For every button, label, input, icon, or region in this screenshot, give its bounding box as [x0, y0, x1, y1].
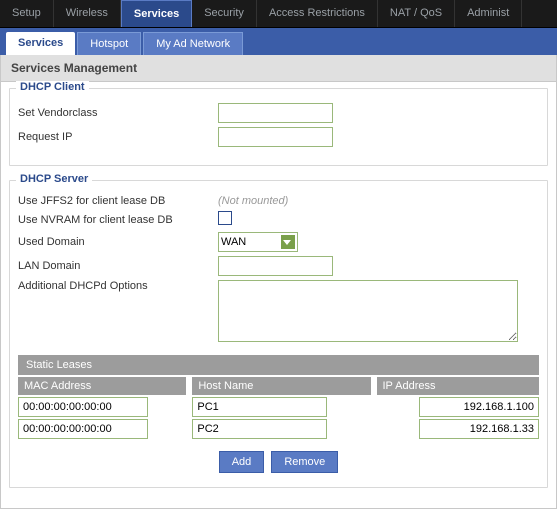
- lease-host-input[interactable]: [192, 397, 327, 417]
- vendorclass-label: Set Vendorclass: [18, 107, 218, 119]
- lease-buttons: Add Remove: [18, 451, 539, 473]
- col-ip: IP Address: [377, 377, 540, 395]
- tab-nat-qos[interactable]: NAT / QoS: [378, 0, 455, 27]
- remove-button[interactable]: Remove: [271, 451, 338, 473]
- subtab-my-ad-network[interactable]: My Ad Network: [143, 32, 243, 55]
- nvram-label: Use NVRAM for client lease DB: [18, 214, 218, 226]
- page-title: Services Management: [1, 55, 556, 82]
- dhcp-server-section: DHCP Server Use JFFS2 for client lease D…: [9, 180, 548, 488]
- col-host: Host Name: [192, 377, 370, 395]
- top-nav: Setup Wireless Services Security Access …: [0, 0, 557, 28]
- addl-opts-label: Additional DHCPd Options: [18, 280, 218, 292]
- used-domain-select[interactable]: WAN: [218, 232, 298, 252]
- add-button[interactable]: Add: [219, 451, 265, 473]
- lan-domain-label: LAN Domain: [18, 260, 218, 272]
- dhcp-client-section: DHCP Client Set Vendorclass Request IP: [9, 88, 548, 166]
- request-ip-label: Request IP: [18, 131, 218, 143]
- lease-row: [18, 419, 539, 439]
- subtab-hotspot[interactable]: Hotspot: [77, 32, 141, 55]
- static-leases-columns: MAC Address Host Name IP Address: [18, 377, 539, 395]
- nvram-checkbox[interactable]: [218, 211, 232, 225]
- request-ip-input[interactable]: [218, 127, 333, 147]
- dhcp-client-title: DHCP Client: [16, 81, 89, 93]
- vendorclass-input[interactable]: [218, 103, 333, 123]
- lease-ip-input[interactable]: [419, 397, 539, 417]
- sub-nav: Services Hotspot My Ad Network: [0, 28, 557, 55]
- col-mac: MAC Address: [18, 377, 186, 395]
- tab-access-restrictions[interactable]: Access Restrictions: [257, 0, 378, 27]
- addl-opts-textarea[interactable]: [218, 280, 518, 342]
- subtab-services[interactable]: Services: [6, 32, 75, 55]
- lan-domain-input[interactable]: [218, 256, 333, 276]
- tab-setup[interactable]: Setup: [0, 0, 54, 27]
- tab-services[interactable]: Services: [121, 0, 192, 27]
- jffs2-label: Use JFFS2 for client lease DB: [18, 195, 218, 207]
- lease-ip-input[interactable]: [419, 419, 539, 439]
- dhcp-server-title: DHCP Server: [16, 173, 92, 185]
- lease-mac-input[interactable]: [18, 419, 148, 439]
- content: DHCP Client Set Vendorclass Request IP D…: [1, 82, 556, 508]
- used-domain-label: Used Domain: [18, 236, 218, 248]
- tab-security[interactable]: Security: [192, 0, 257, 27]
- static-leases-header: Static Leases: [18, 355, 539, 375]
- lease-mac-input[interactable]: [18, 397, 148, 417]
- lease-host-input[interactable]: [192, 419, 327, 439]
- tab-admin[interactable]: Administ: [455, 0, 522, 27]
- jffs2-status: (Not mounted): [218, 195, 288, 207]
- lease-row: [18, 397, 539, 417]
- tab-wireless[interactable]: Wireless: [54, 0, 121, 27]
- page: Services Management DHCP Client Set Vend…: [0, 55, 557, 509]
